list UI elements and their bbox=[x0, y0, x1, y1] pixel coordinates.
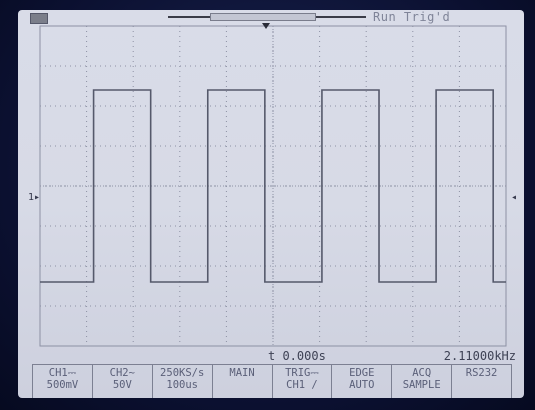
menu-trigger-source: CH1 / bbox=[286, 379, 318, 391]
frequency-readout: 2.11000kHz bbox=[443, 349, 516, 363]
readout-line: t 0.000s 2.11000kHz bbox=[18, 348, 524, 364]
memory-window-indicator bbox=[210, 13, 316, 21]
menu-ch2-label: CH2~ bbox=[109, 367, 135, 379]
trigger-position-marker bbox=[262, 23, 270, 29]
ch1-ground-marker: 1▸ bbox=[28, 192, 41, 203]
softkey-menu: CH1⎓ 500mV CH2~ 50V 250KS/s 100us MAIN TRIG… bbox=[32, 364, 512, 398]
graticule bbox=[39, 25, 507, 347]
menu-ch1-label: CH1⎓ bbox=[48, 367, 77, 379]
status-bar: Run Trig'd bbox=[18, 10, 524, 24]
menu-trigger-label: TRIG⎓ bbox=[285, 367, 319, 379]
menu-ch1-value: 500mV bbox=[46, 379, 79, 391]
menu-acquire[interactable]: ACQ SAMPLE bbox=[391, 364, 452, 398]
ch1-trace bbox=[40, 89, 506, 283]
menu-rs232-label: RS232 bbox=[465, 367, 498, 379]
menu-edge[interactable]: EDGE AUTO bbox=[331, 364, 392, 398]
time-offset-readout: t 0.000s bbox=[268, 349, 326, 363]
menu-ch2-value: 50V bbox=[112, 379, 132, 391]
menu-edge-mode: AUTO bbox=[349, 379, 375, 391]
menu-acquire-label: ACQ bbox=[412, 367, 432, 379]
menu-ch1[interactable]: CH1⎓ 500mV bbox=[32, 364, 92, 398]
graticule-grid bbox=[39, 25, 507, 347]
menu-main[interactable]: MAIN bbox=[211, 364, 272, 398]
run-mode-icon bbox=[30, 13, 48, 24]
menu-ch2[interactable]: CH2~ 50V bbox=[91, 364, 152, 398]
menu-edge-label: EDGE bbox=[349, 367, 375, 379]
menu-acquire-mode: SAMPLE bbox=[402, 379, 441, 391]
menu-sample-rate: 250KS/s bbox=[160, 367, 205, 379]
menu-time-per-div: 100us bbox=[166, 379, 198, 391]
acquisition-status: Run Trig'd bbox=[373, 10, 451, 24]
trigger-level-marker: ◂ bbox=[511, 192, 518, 203]
menu-timebase[interactable]: 250KS/s 100us bbox=[151, 364, 212, 398]
menu-main-label: MAIN bbox=[229, 367, 255, 379]
oscilloscope-screen: Run Trig'd 1▸ ◂ t 0.000s 2.11000kHz CH1⎓… bbox=[18, 10, 524, 398]
ch1-waveform bbox=[40, 89, 506, 283]
waveform-display bbox=[18, 10, 524, 348]
menu-rs232[interactable]: RS232 bbox=[451, 364, 512, 398]
menu-trigger[interactable]: TRIG⎓ CH1 / bbox=[271, 364, 332, 398]
